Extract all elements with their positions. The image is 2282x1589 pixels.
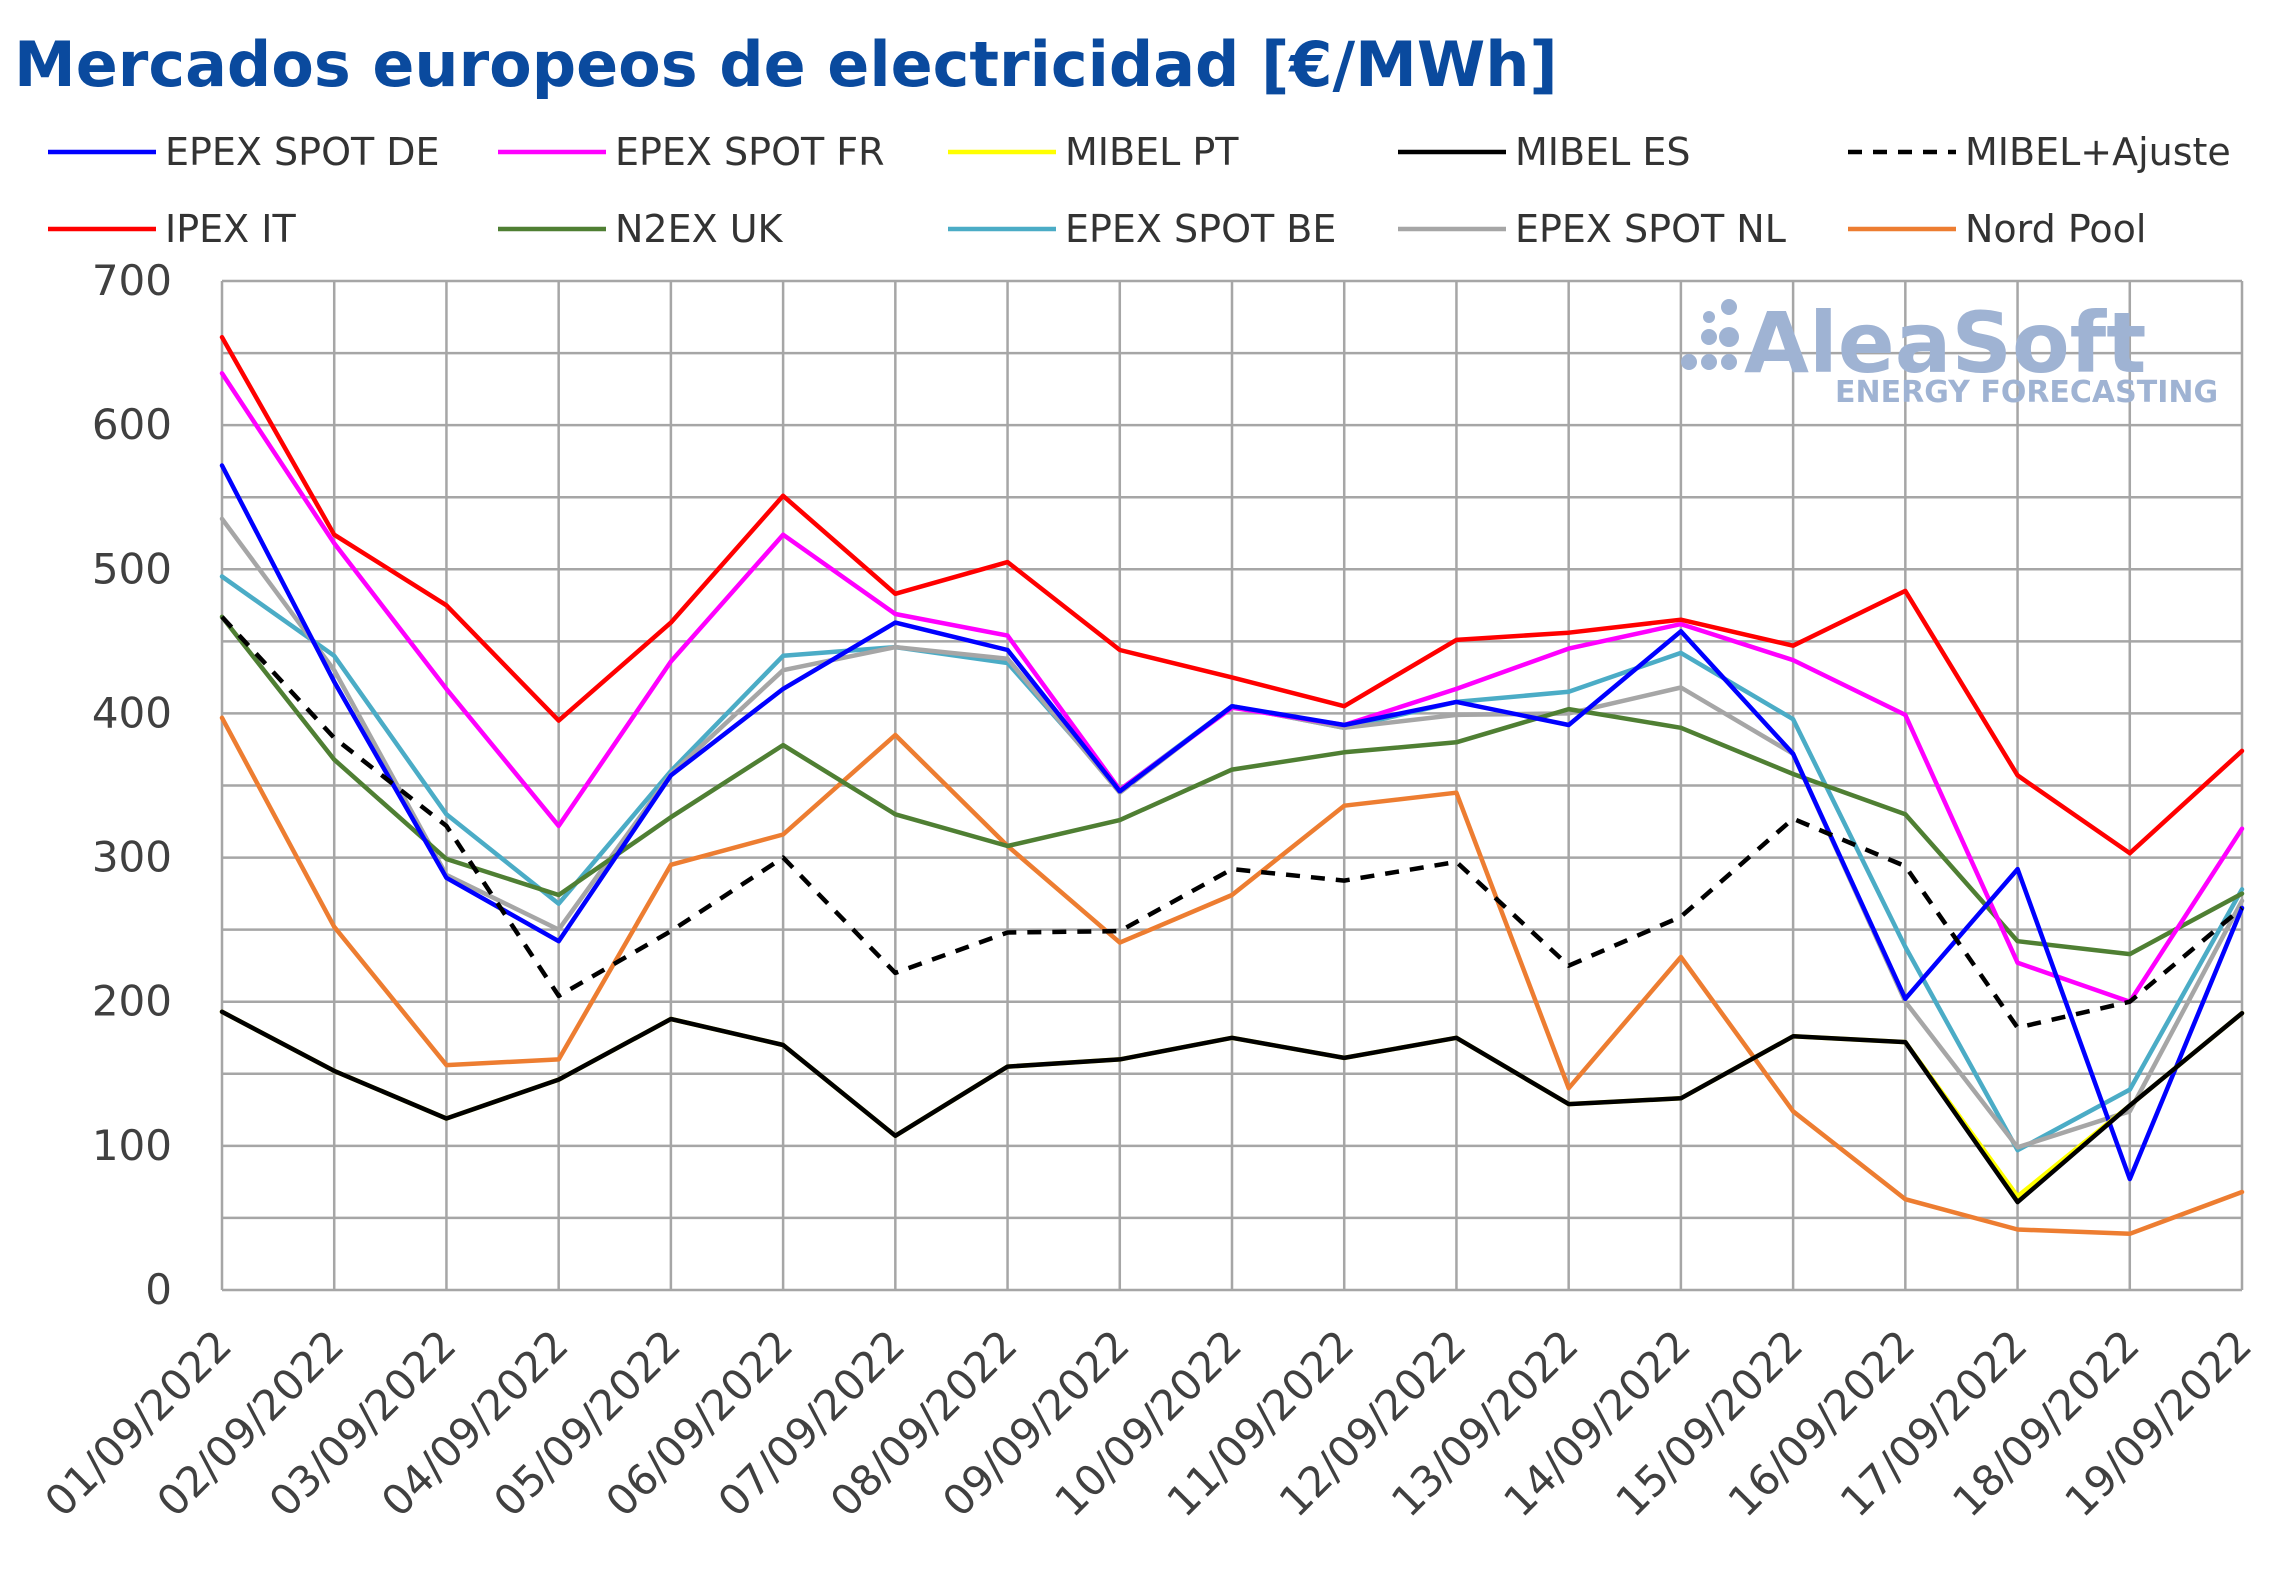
aleasoft-watermark: AleaSoft ENERGY FORECASTING (1681, 294, 2218, 410)
legend-item: EPEX SPOT NL (1398, 207, 1786, 251)
legend-label: EPEX SPOT DE (165, 130, 440, 174)
legend-item: EPEX SPOT BE (948, 207, 1336, 251)
y-tick-label: 0 (145, 1265, 172, 1314)
y-tick-label: 300 (92, 833, 172, 882)
y-tick-label: 100 (92, 1121, 172, 1170)
aleasoft-logo-dots-icon (1681, 299, 1739, 370)
series-line-mibel-es (219, 1009, 2245, 1205)
series-line-nord-pool (219, 715, 2245, 1237)
legend-item: Nord Pool (1848, 207, 2146, 251)
legend-item: EPEX SPOT DE (48, 130, 440, 174)
watermark-brand: AleaSoft (1744, 294, 2146, 392)
legend-label: EPEX SPOT NL (1515, 207, 1786, 251)
legend-label: N2EX UK (615, 207, 784, 251)
plot-grid (220, 279, 2244, 1292)
legend: EPEX SPOT DE EPEX SPOT FR MIBEL PT MIBEL ES… (48, 130, 2231, 251)
chart-title: Mercados europeos de electricidad [€/MWh… (14, 28, 1558, 101)
y-tick-label: 400 (92, 688, 172, 737)
series-line-mibel-ajuste (220, 615, 2244, 1030)
legend-item: MIBEL ES (1398, 130, 1690, 174)
y-tick-label: 600 (92, 400, 172, 449)
legend-label: Nord Pool (1965, 207, 2146, 251)
legend-label: MIBEL ES (1515, 130, 1690, 174)
series-lines (219, 334, 2245, 1237)
legend-item: MIBEL PT (948, 130, 1239, 174)
legend-label: MIBEL PT (1065, 130, 1239, 174)
legend-label: MIBEL+Ajuste (1965, 130, 2231, 174)
legend-item: EPEX SPOT FR (498, 130, 885, 174)
legend-label: IPEX IT (165, 207, 296, 251)
series-line-ipex-it (219, 334, 2245, 856)
legend-label: EPEX SPOT BE (1065, 207, 1336, 251)
x-axis-ticks: 01/09/202202/09/202203/09/202204/09/2022… (35, 1320, 2261, 1526)
y-tick-label: 700 (92, 256, 172, 305)
legend-item: MIBEL+Ajuste (1848, 130, 2231, 174)
series-line-n2ex-uk (219, 614, 2245, 957)
legend-label: EPEX SPOT FR (615, 130, 885, 174)
series-line-epex-spot-de (219, 463, 2245, 1182)
y-tick-label: 200 (92, 977, 172, 1026)
watermark-tagline: ENERGY FORECASTING (1835, 375, 2218, 410)
y-tick-label: 500 (92, 544, 172, 593)
legend-item: IPEX IT (48, 207, 296, 251)
y-axis-ticks: 0 100 200 300 400 500 600 700 (92, 256, 172, 1314)
legend-item: N2EX UK (498, 207, 784, 251)
